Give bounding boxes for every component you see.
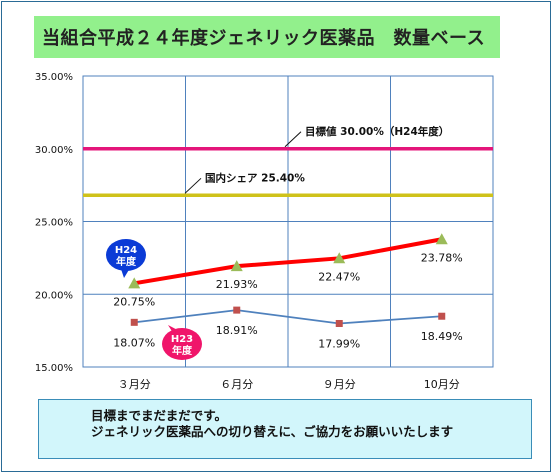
series-h23-marker [438, 312, 446, 320]
series-h24-data-label: 21.93% [216, 278, 258, 291]
title-banner: 当組合平成２４年度ジェネリック医薬品 数量ベース [34, 16, 500, 58]
series-h23-data-label: 18.07% [113, 336, 155, 349]
chart-title: 当組合平成２４年度ジェネリック医薬品 数量ベース [42, 28, 486, 49]
series-h23-marker [130, 318, 138, 326]
x-tick-label: 10月分 [424, 378, 460, 391]
series-h24-marker [230, 260, 243, 272]
x-tick-label: ６月分 [220, 378, 253, 391]
y-tick-label: 25.00% [35, 218, 73, 229]
series-h24-data-label: 23.78% [421, 251, 463, 264]
series-h24-line [133, 237, 443, 286]
series-h24-data-label: 20.75% [113, 295, 155, 308]
x-tick-label: ９月分 [323, 378, 356, 391]
series-h23-marker [233, 306, 241, 314]
series-h24-data-label: 22.47% [318, 270, 360, 283]
y-tick-label: 35.00% [35, 72, 73, 83]
y-tick-label: 15.00% [35, 363, 73, 374]
series-h23-data-label: 18.49% [421, 330, 463, 343]
x-tick-label: ３月分 [118, 378, 151, 391]
note-line-1: 目標までまだまだです。 [91, 408, 228, 423]
legend-bubble-label: 年度 [172, 344, 193, 357]
series-h23-line [134, 309, 442, 325]
reference-label: 国内シェア 25.40% [205, 171, 305, 184]
note-line-2: ジェネリック医薬品への切り替えに、ご協力をお願いいたします [91, 424, 454, 439]
series-h24-marker [435, 233, 448, 245]
legend-bubble-label: 年度 [116, 255, 137, 268]
series-h23-data-label: 17.99% [318, 337, 360, 350]
reference-leader [284, 131, 302, 148]
reference-label: 目標値 30.00%（H24年度） [305, 125, 449, 138]
legend-bubble [106, 239, 146, 271]
legend-bubble-label: H23 [171, 334, 193, 345]
reference-leader [184, 177, 202, 194]
legend-bubble [162, 328, 202, 360]
series-h23-data-label: 18.91% [216, 324, 258, 337]
series-h24-marker [128, 277, 141, 289]
note-box: 目標までまだまだです。 ジェネリック医薬品への切り替えに、ご協力をお願いいたしま… [38, 399, 532, 459]
series-h23-marker [335, 319, 343, 327]
y-tick-label: 30.00% [35, 145, 73, 156]
series-h24-marker [333, 252, 346, 264]
y-tick-label: 20.00% [35, 290, 73, 301]
legend-bubble-label: H24 [115, 245, 137, 256]
